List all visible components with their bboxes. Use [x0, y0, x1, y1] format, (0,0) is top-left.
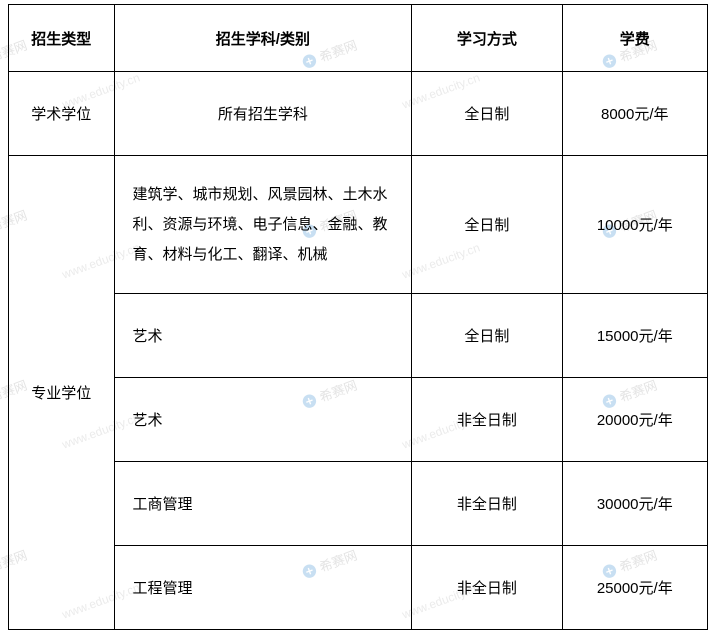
cell-type: 专业学位	[9, 156, 115, 630]
header-type: 招生类型	[9, 5, 115, 72]
cell-fee: 25000元/年	[562, 546, 707, 630]
cell-subject: 所有招生学科	[114, 72, 412, 156]
cell-mode: 全日制	[412, 156, 562, 294]
cell-mode: 非全日制	[412, 462, 562, 546]
table-row: 艺术 非全日制 20000元/年	[9, 378, 708, 462]
table-row: 工商管理 非全日制 30000元/年	[9, 462, 708, 546]
header-subject: 招生学科/类别	[114, 5, 412, 72]
table-header-row: 招生类型 招生学科/类别 学习方式 学费	[9, 5, 708, 72]
cell-subject: 工商管理	[114, 462, 412, 546]
cell-subject: 艺术	[114, 294, 412, 378]
table-row: 学术学位 所有招生学科 全日制 8000元/年	[9, 72, 708, 156]
cell-mode: 非全日制	[412, 546, 562, 630]
cell-fee: 8000元/年	[562, 72, 707, 156]
cell-fee: 30000元/年	[562, 462, 707, 546]
cell-mode: 非全日制	[412, 378, 562, 462]
table-row: 专业学位 建筑学、城市规划、风景园林、土木水利、资源与环境、电子信息、金融、教育…	[9, 156, 708, 294]
cell-subject: 艺术	[114, 378, 412, 462]
cell-fee: 20000元/年	[562, 378, 707, 462]
cell-mode: 全日制	[412, 294, 562, 378]
cell-fee: 10000元/年	[562, 156, 707, 294]
cell-type: 学术学位	[9, 72, 115, 156]
table-row: 艺术 全日制 15000元/年	[9, 294, 708, 378]
header-mode: 学习方式	[412, 5, 562, 72]
cell-subject: 建筑学、城市规划、风景园林、土木水利、资源与环境、电子信息、金融、教育、材料与化…	[114, 156, 412, 294]
tuition-table: 招生类型 招生学科/类别 学习方式 学费 学术学位 所有招生学科 全日制 800…	[8, 4, 708, 630]
header-fee: 学费	[562, 5, 707, 72]
table-row: 工程管理 非全日制 25000元/年	[9, 546, 708, 630]
cell-fee: 15000元/年	[562, 294, 707, 378]
cell-mode: 全日制	[412, 72, 562, 156]
cell-subject: 工程管理	[114, 546, 412, 630]
